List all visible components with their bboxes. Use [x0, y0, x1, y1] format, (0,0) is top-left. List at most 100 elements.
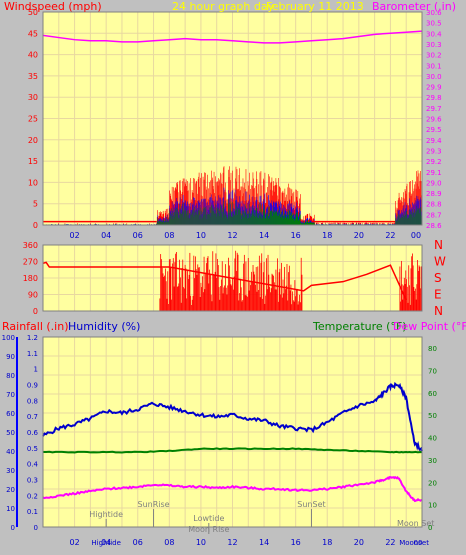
- y-tick-label: 20: [428, 479, 437, 487]
- y-tick-label: 100: [2, 334, 15, 342]
- annotation-label: SunSet: [297, 500, 325, 509]
- x-tick-label: 14: [259, 538, 269, 547]
- y-tick-label: 35: [28, 72, 38, 81]
- x-tick-label: 02: [69, 538, 79, 547]
- y-tick-label: 30.6: [426, 9, 442, 17]
- y-tick-label: 45: [28, 29, 38, 38]
- y-tick-label: 10: [428, 502, 437, 510]
- temperature-line: [42, 447, 423, 454]
- y-tick-label: 28.8: [426, 201, 442, 209]
- dewpoint-line: [42, 475, 423, 503]
- x-tick-label: 10: [196, 538, 206, 547]
- y-tick-label: 50: [6, 429, 15, 437]
- y-tick-label: 29.0: [426, 179, 442, 187]
- x-tick-label: 00: [411, 231, 421, 240]
- humidity-line: [42, 381, 423, 452]
- x-tick-label: 18: [322, 231, 332, 240]
- x-tick-label: 10: [196, 231, 206, 240]
- y-tick-label: 70: [6, 391, 15, 399]
- compass-label: E: [434, 288, 442, 302]
- compass-label: N: [434, 238, 443, 252]
- y-tick-label: 0.2: [27, 492, 38, 500]
- y-tick-label: 0.6: [27, 429, 39, 437]
- x-tick-label: 14: [259, 231, 269, 240]
- x-tick-label: 12: [227, 538, 237, 547]
- y-tick-label: 29.1: [426, 169, 442, 177]
- y-tick-label: 0.7: [27, 413, 38, 421]
- wind-direction-line: [42, 261, 407, 301]
- y-tick-label: 0.9: [27, 382, 38, 390]
- y-tick-label: 28.7: [426, 211, 442, 219]
- y-tick-label: 15: [28, 157, 38, 166]
- x-tick-label: 08: [164, 538, 174, 547]
- y-tick-label: 0: [428, 524, 432, 532]
- x-tick-label: 08: [164, 231, 174, 240]
- annotation-label: Moon Set: [397, 519, 434, 528]
- y-tick-label: 30.0: [426, 73, 442, 81]
- y-tick-label: 40: [28, 51, 38, 60]
- y-tick-label: 28.6: [426, 222, 442, 230]
- annotation-label: Lowtide: [193, 514, 224, 523]
- x-tick-label: 20: [354, 231, 364, 240]
- y-tick-label: 0.5: [27, 445, 38, 453]
- y-tick-label: 10: [6, 505, 15, 513]
- temperature-axis-title: Temperature (°F): [312, 320, 407, 333]
- y-tick-label: 80: [6, 372, 15, 380]
- x-tick-label: 18: [322, 538, 332, 547]
- y-tick-label: 29.5: [426, 126, 442, 134]
- y-tick-label: 0: [33, 221, 38, 230]
- barometer-line: [42, 30, 423, 44]
- x-tick-label: 04: [101, 231, 111, 240]
- y-tick-label: 30.5: [426, 20, 442, 28]
- y-tick-label: 30.3: [426, 41, 442, 49]
- dewpoint-axis-title: Dew Point (°F): [393, 320, 466, 333]
- compass-label: S: [434, 271, 442, 285]
- y-tick-label: 1.1: [27, 350, 38, 358]
- y-tick-label: 0.3: [27, 477, 38, 485]
- x-tick-label: 06: [133, 538, 143, 547]
- y-tick-label: 0: [11, 524, 15, 532]
- y-tick-label: 0.4: [27, 461, 39, 469]
- y-tick-label: 5: [33, 200, 38, 209]
- humidity-panel: Hightide SunRise Lowtide Moon Rise SunSet Moo…: [2, 320, 466, 547]
- x-tick-label: 16: [291, 231, 301, 240]
- x-tick-label: 12: [227, 231, 237, 240]
- compass-label: W: [434, 255, 446, 269]
- y-tick-label: 30.4: [426, 30, 442, 38]
- y-tick-label: 30: [428, 457, 437, 465]
- barometer-axis-title: Barometer (.in): [372, 0, 456, 13]
- y-tick-label: 29.6: [426, 116, 442, 124]
- rainfall-axis-title: Rainfall (.in): [2, 320, 69, 333]
- x-tick-label: 16: [291, 538, 301, 547]
- y-tick-label: 29.4: [426, 137, 442, 145]
- y-tick-label: 1.2: [27, 334, 38, 342]
- y-tick-label: 29.7: [426, 105, 442, 113]
- annotation-label: Hightide: [89, 510, 123, 519]
- y-tick-label: 30.2: [426, 52, 442, 60]
- y-tick-label: 90: [28, 291, 38, 300]
- wind-panel: 0 5 10 15 20 25 30 35 40 45 50 28.6 28.7 28.8 28.9 29.…: [4, 0, 456, 240]
- y-tick-label: 29.3: [426, 147, 442, 155]
- x-tick-label: 02: [69, 231, 79, 240]
- y-tick-label: 40: [6, 448, 15, 456]
- x-tick-label: 04: [101, 538, 111, 547]
- y-tick-label: 50: [428, 412, 437, 420]
- y-tick-label: 30: [6, 467, 15, 475]
- y-tick-label: 28.9: [426, 190, 442, 198]
- y-tick-label: 1: [34, 366, 38, 374]
- y-tick-label: 29.8: [426, 94, 442, 102]
- humidity-axis-title: Humidity (%): [68, 320, 140, 333]
- x-tick-label: 06: [133, 231, 143, 240]
- hightide-tick-label: Hightide: [91, 539, 121, 547]
- moonset-tick-label: Moonset: [399, 539, 429, 547]
- y-tick-label: 25: [28, 115, 38, 124]
- graph-date-label: February 11 2013: [266, 0, 364, 13]
- annotation-label: Moon Rise: [188, 525, 229, 534]
- y-tick-label: 50: [28, 8, 38, 17]
- windspeed-axis-title: Windspeed (mph): [4, 0, 102, 13]
- compass-label: N: [434, 304, 443, 318]
- y-tick-label: 30.1: [426, 62, 442, 70]
- y-tick-label: 0: [34, 524, 38, 532]
- annotation-label: SunRise: [137, 500, 169, 509]
